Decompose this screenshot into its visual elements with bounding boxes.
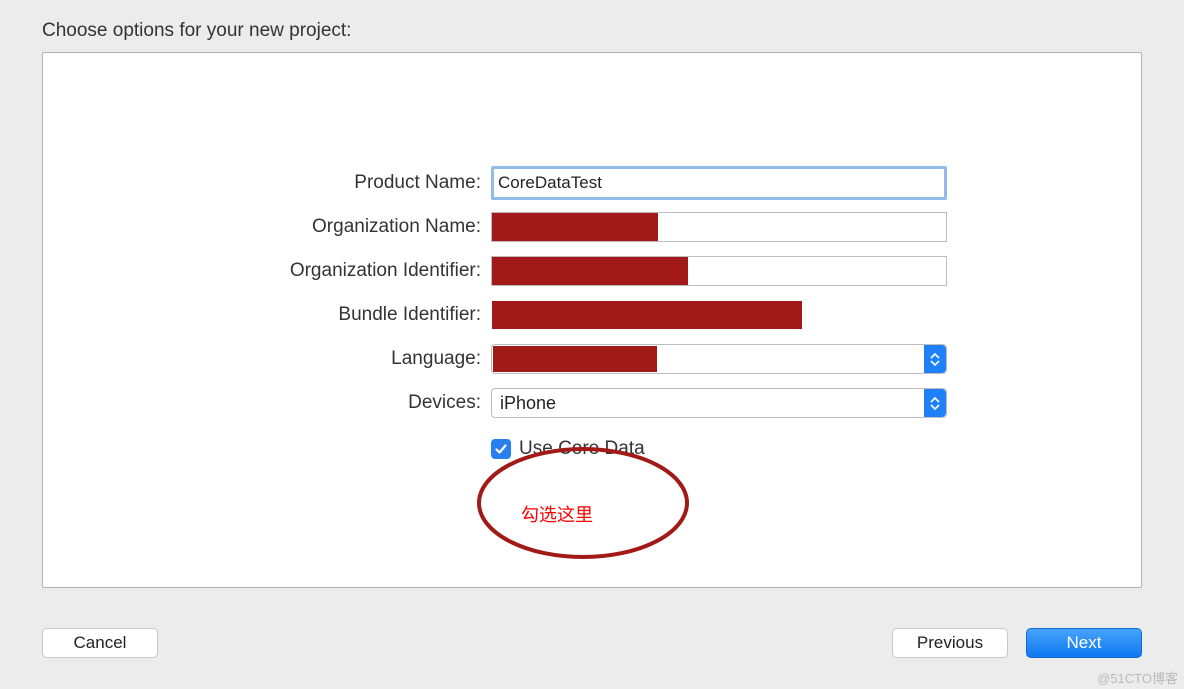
language-field-wrap (491, 344, 947, 374)
use-core-data-checkbox[interactable] (491, 439, 511, 459)
org-id-label: Organization Identifier: (43, 260, 491, 282)
devices-label: Devices: (43, 392, 491, 414)
chevron-updown-icon (924, 389, 946, 417)
new-project-dialog: Choose options for your new project: Pro… (14, 0, 1170, 680)
bundle-id-label: Bundle Identifier: (43, 304, 491, 326)
devices-row: Devices: iPhone (43, 381, 1141, 425)
org-name-label: Organization Name: (43, 216, 491, 238)
next-button[interactable]: Next (1026, 628, 1142, 658)
use-core-data-row: Use Core Data (43, 429, 1141, 469)
bundle-id-row: Bundle Identifier: (43, 293, 1141, 337)
product-name-label: Product Name: (43, 172, 491, 194)
annotation-text: 勾选这里 (521, 501, 593, 527)
org-id-row: Organization Identifier: (43, 249, 1141, 293)
bundle-id-field (491, 300, 947, 330)
org-id-field-wrap (491, 256, 947, 286)
dialog-title: Choose options for your new project: (14, 0, 1170, 42)
language-row: Language: (43, 337, 1141, 381)
devices-select[interactable]: iPhone (491, 388, 947, 418)
redacted-block (493, 346, 657, 372)
watermark: @51CTO博客 (1097, 668, 1178, 687)
check-icon (494, 442, 508, 456)
devices-field-wrap: iPhone (491, 388, 947, 418)
org-name-field-wrap (491, 212, 947, 242)
content-frame: Product Name: Organization Name: Organiz… (42, 52, 1142, 588)
chevron-updown-icon (924, 345, 946, 373)
previous-button[interactable]: Previous (892, 628, 1008, 658)
button-bar: Cancel Previous Next (42, 628, 1142, 662)
redacted-block (492, 257, 688, 285)
product-name-field-wrap (491, 166, 947, 200)
cancel-button[interactable]: Cancel (42, 628, 158, 658)
use-core-data-label: Use Core Data (519, 438, 645, 460)
product-name-input[interactable] (491, 166, 947, 200)
devices-select-value: iPhone (500, 393, 556, 414)
redacted-block (492, 213, 658, 241)
org-name-row: Organization Name: (43, 205, 1141, 249)
product-name-row: Product Name: (43, 161, 1141, 205)
language-label: Language: (43, 348, 491, 370)
project-options-form: Product Name: Organization Name: Organiz… (43, 161, 1141, 469)
redacted-block (492, 301, 802, 329)
right-buttons: Previous Next (892, 628, 1142, 662)
